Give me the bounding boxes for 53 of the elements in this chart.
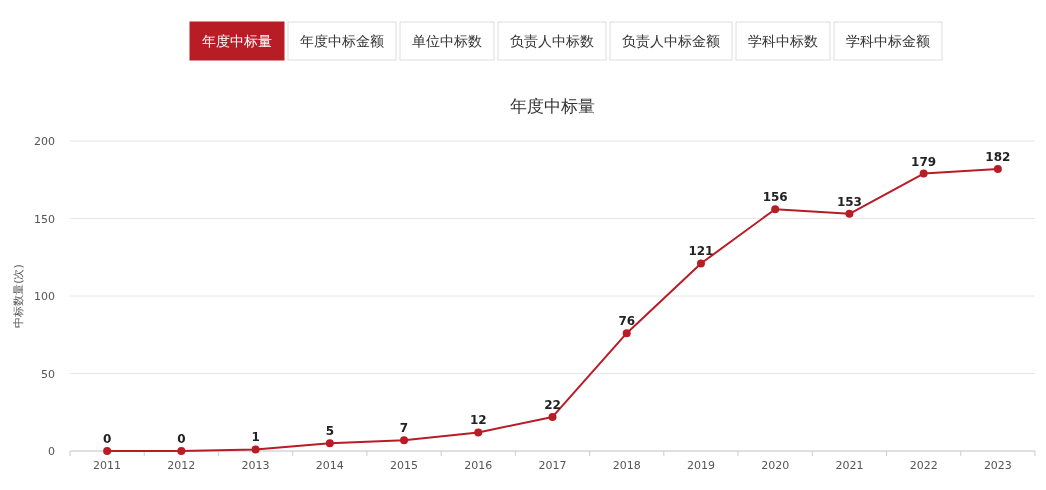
- data-label: 0: [177, 432, 186, 446]
- point: [400, 436, 409, 445]
- data-label: 179: [911, 154, 937, 169]
- x-tick-label: 2016: [464, 459, 493, 472]
- x-tick-label: 2014: [315, 459, 344, 472]
- point: [993, 164, 1002, 173]
- point: [696, 259, 705, 268]
- y-axis-title: 中标数量(次): [12, 264, 25, 328]
- y-tick-label: 150: [34, 212, 55, 226]
- x-tick-label: 2021: [835, 459, 864, 472]
- chart-title: 年度中标量: [510, 96, 595, 116]
- x-tick-label: 2020: [761, 459, 790, 472]
- text: 学科中标数: [748, 33, 818, 49]
- x-tick-label: 2012: [167, 459, 196, 472]
- y-tick-label: 200: [34, 135, 55, 148]
- data-label: 22: [544, 397, 561, 412]
- data-label: 156: [762, 190, 788, 205]
- y-tick-label: 50: [41, 367, 55, 381]
- data-label: 121: [688, 244, 714, 259]
- data-label: 12: [469, 413, 487, 428]
- x-tick-label: 2015: [390, 459, 419, 472]
- x-tick-label: 2017: [538, 459, 567, 472]
- data-label: 0: [102, 432, 112, 446]
- point: [325, 439, 334, 448]
- text: 年度中标量: [202, 33, 272, 49]
- text: 负责人中标数: [510, 33, 594, 49]
- x-tick-label: 2013: [241, 459, 270, 472]
- x-tick-label: 2019: [686, 459, 715, 472]
- data-label: 5: [325, 424, 334, 439]
- text: 负责人中标金额: [622, 33, 720, 49]
- point: [103, 447, 112, 455]
- text: 年度中标金额: [300, 33, 384, 49]
- y-tick-label: 100: [34, 290, 55, 303]
- data-label: 76: [618, 314, 636, 329]
- text: 学科中标金额: [846, 33, 930, 49]
- x-tick-label: 2023: [983, 459, 1012, 472]
- data-label: 1: [251, 430, 260, 445]
- x-tick-label: 2018: [612, 459, 641, 472]
- y-tick-label: 0: [48, 445, 55, 458]
- point: [548, 412, 557, 421]
- point: [251, 445, 260, 454]
- point: [919, 169, 928, 178]
- data-label: 182: [985, 149, 1011, 164]
- point: [845, 209, 854, 218]
- point: [474, 428, 483, 437]
- data-label: 7: [399, 421, 409, 436]
- point: [622, 329, 631, 338]
- point: [771, 205, 780, 214]
- x-tick-label: 2022: [909, 459, 938, 472]
- data-label: 153: [836, 194, 862, 209]
- point: [177, 447, 186, 455]
- text: 单位中标数: [412, 33, 482, 49]
- x-tick-label: 2011: [93, 459, 122, 472]
